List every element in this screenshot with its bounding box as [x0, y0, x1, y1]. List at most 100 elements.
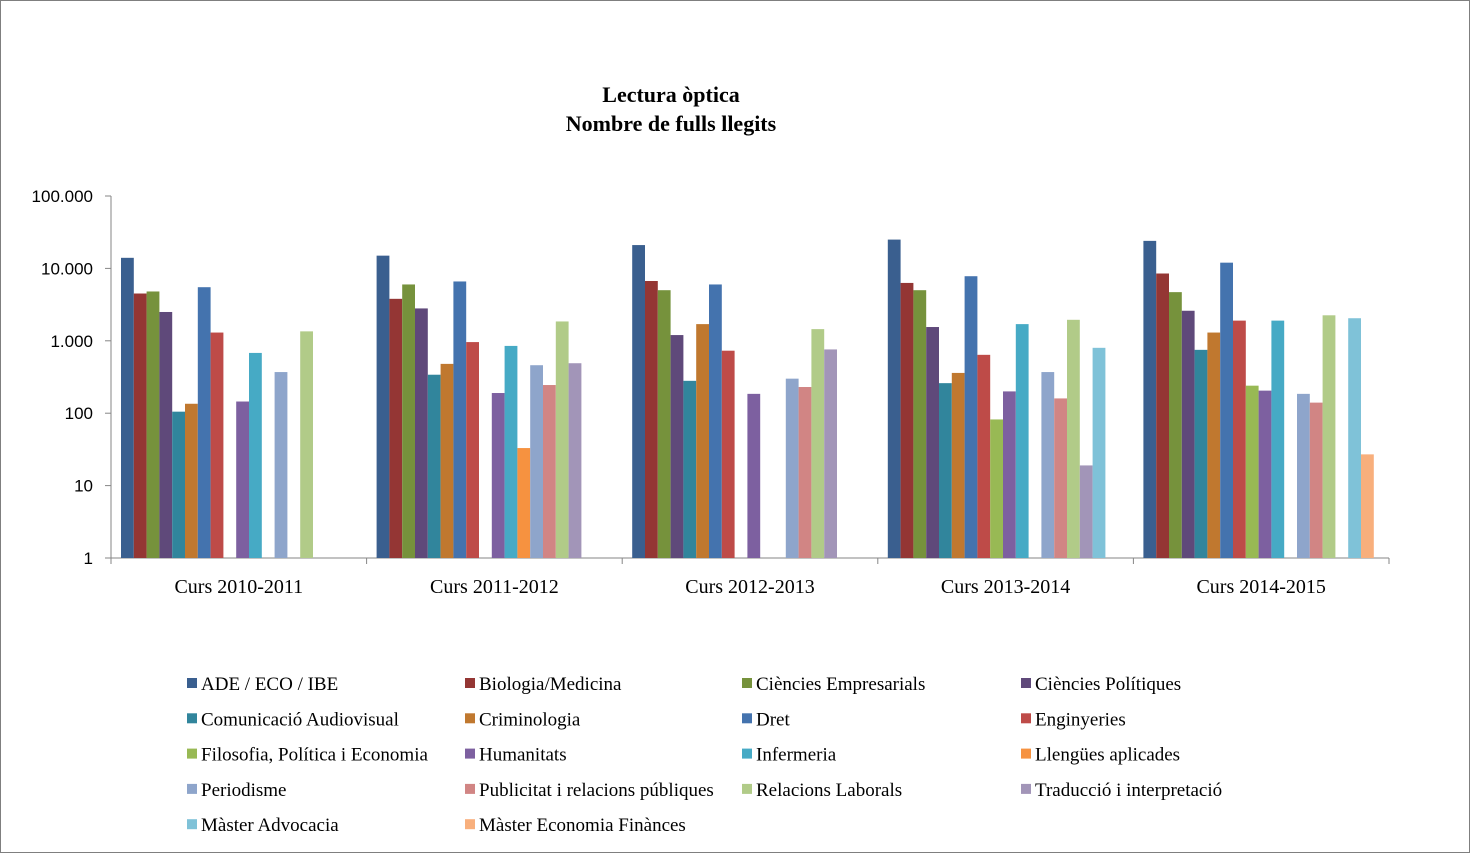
legend-swatch: [187, 713, 197, 724]
bar: [1079, 465, 1093, 558]
legend-swatch: [187, 748, 197, 759]
bar: [1003, 391, 1016, 558]
bar: [696, 324, 709, 558]
bar: [1297, 393, 1310, 558]
bar: [683, 380, 697, 558]
y-tick-label: 1.000: [50, 332, 93, 351]
bar: [440, 363, 454, 558]
bar: [1181, 310, 1195, 558]
x-tick-label: Curs 2013-2014: [941, 576, 1070, 598]
legend-swatch: [742, 678, 752, 688]
bar: [389, 298, 403, 558]
legend-label: Ciències Empresarials: [756, 674, 925, 695]
x-tick-label: Curs 2012-2013: [685, 576, 814, 598]
legend-label: Criminologia: [479, 709, 581, 730]
x-tick-label: Curs 2011-2012: [430, 576, 559, 598]
bar: [964, 276, 978, 558]
bar: [1233, 320, 1246, 558]
bar: [172, 411, 185, 558]
bar: [670, 335, 684, 558]
legend-label: Infermeria: [756, 745, 837, 766]
legend-label: Enginyeries: [1035, 709, 1126, 730]
bar: [1220, 262, 1233, 558]
bar: [887, 239, 901, 558]
bar: [1067, 319, 1080, 558]
bar: [543, 385, 556, 558]
bar: [990, 419, 1003, 558]
bar: [121, 257, 134, 558]
bar: [1309, 402, 1323, 558]
bar: [159, 311, 173, 558]
bar: [811, 329, 825, 558]
legend-swatch: [187, 678, 197, 688]
bar: [1271, 320, 1285, 558]
bar: [236, 401, 249, 558]
bar: [798, 387, 812, 558]
bar: [274, 372, 288, 558]
bar: [1169, 292, 1182, 558]
bar: [1143, 240, 1157, 558]
legend-swatch: [187, 819, 197, 830]
legend-label: Relacions Laborals: [756, 780, 902, 801]
bar: [1194, 349, 1208, 558]
legend-swatch: [1021, 713, 1031, 724]
bar: [300, 331, 313, 558]
axes: 1 10 100 1.000 10.000 100.000 Curs 2010-2011 Cu…: [32, 187, 1390, 598]
bar: [453, 281, 467, 558]
bar: [530, 365, 543, 558]
bar: [517, 448, 531, 558]
bar: [197, 287, 211, 558]
legend-label: Biologia/Medicina: [479, 674, 622, 695]
legend-swatch: [187, 783, 197, 794]
legend-swatch: [742, 783, 752, 794]
bar: [1245, 385, 1259, 558]
bar: [210, 332, 224, 558]
bars: [121, 239, 1374, 558]
bar: [249, 352, 262, 558]
bar: [1207, 332, 1221, 558]
bar: [504, 345, 518, 558]
legend-swatch: [1021, 783, 1031, 794]
bar: [721, 350, 735, 558]
legend-swatch: [465, 713, 475, 724]
x-tick-label: Curs 2010-2011: [174, 576, 303, 598]
legend-label: Humanitats: [479, 745, 567, 766]
chart-title-line-1: Lectura òptica: [602, 82, 739, 107]
bar: [133, 293, 147, 558]
legend-label: Llengües aplicades: [1035, 745, 1180, 766]
bar: [185, 403, 198, 558]
y-tick-label: 10.000: [41, 259, 93, 278]
chart-title: Lectura òptica Nombre de fulls llegits: [566, 82, 777, 136]
bar: [824, 349, 837, 558]
bar: [632, 245, 645, 558]
legend-swatch: [465, 783, 475, 794]
y-tick-label: 100: [65, 404, 93, 423]
bar: [491, 393, 505, 558]
bar: [1322, 315, 1336, 558]
bar: [1054, 398, 1067, 558]
legend-swatch: [742, 713, 752, 724]
bar: [1092, 347, 1106, 558]
chart-title-line-2: Nombre de fulls llegits: [566, 111, 777, 136]
bar: [376, 255, 390, 558]
bar: [657, 290, 671, 558]
legend-swatch: [465, 748, 475, 759]
bar: [747, 393, 761, 558]
bar: [785, 378, 799, 558]
legend-swatch: [465, 678, 475, 688]
x-tick-label: Curs 2014-2015: [1196, 576, 1325, 598]
bar: [1348, 318, 1361, 558]
legend-label: Filosofia, Política i Economia: [201, 745, 428, 766]
bar: [939, 383, 952, 558]
legend-label: Publicitat i relacions públiques: [479, 780, 714, 801]
bar: [926, 327, 939, 558]
legend-label: Periodisme: [201, 780, 287, 801]
bar: [402, 284, 415, 558]
bar: [709, 284, 722, 558]
bar: [427, 374, 441, 558]
legend-label: Dret: [756, 709, 790, 730]
bar: [977, 354, 991, 558]
bar: [146, 291, 160, 558]
